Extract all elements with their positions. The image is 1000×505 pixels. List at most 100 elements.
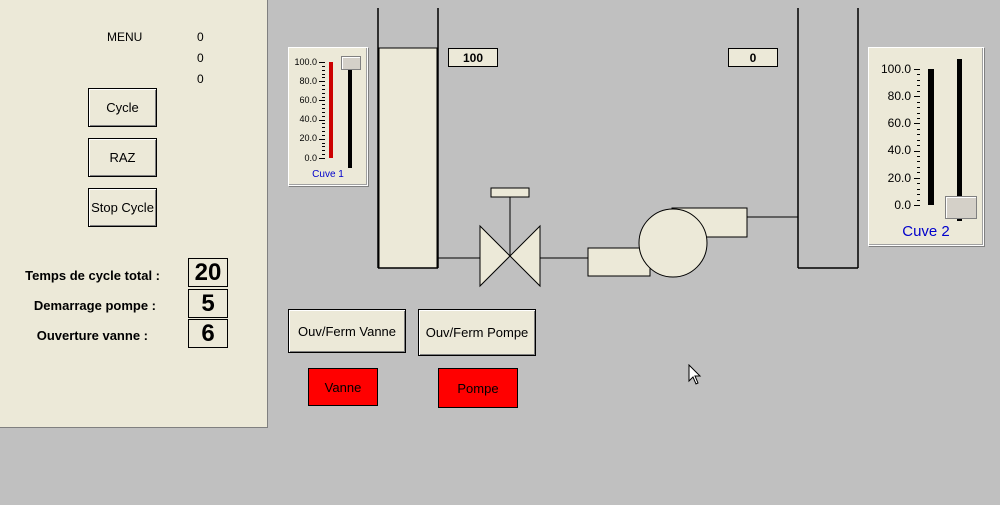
g1-tick-mark: [322, 77, 325, 79]
g2-tick-mark: [917, 112, 920, 114]
g2-tick-mark: [917, 74, 920, 76]
g1-tick-mark: [322, 150, 325, 152]
g1-tick-mark: [319, 158, 325, 159]
g1-tick-mark: [322, 131, 325, 133]
menu-title: MENU: [107, 30, 143, 44]
g1-tick-mark: [322, 85, 325, 87]
valve-toggle-button[interactable]: Ouv/Ferm Vanne: [288, 309, 406, 353]
cuve1-gauge-track: [329, 62, 333, 158]
g2-tick-mark: [917, 134, 920, 136]
g2-tick-mark: [917, 156, 920, 158]
g2-tick-label: 100.0: [880, 61, 911, 76]
valve-status-indicator: Vanne: [308, 368, 378, 406]
g1-tick-mark: [322, 123, 325, 125]
stop-cycle-button[interactable]: Stop Cycle: [88, 188, 157, 227]
g1-tick-mark: [322, 104, 325, 106]
g1-tick-mark: [322, 96, 325, 98]
g2-tick-mark: [917, 85, 920, 87]
cuve2-label: Cuve 2: [902, 223, 950, 240]
g2-tick-label: 80.0: [887, 89, 911, 103]
menu-counter-1: 0: [197, 30, 204, 44]
g1-tick-label: 60.0: [299, 95, 317, 105]
g1-tick-mark: [319, 138, 325, 140]
g2-tick-mark: [914, 123, 920, 125]
menu-counter-3: 0: [197, 72, 204, 86]
g1-tick-mark: [322, 142, 325, 144]
g2-tick-mark: [917, 166, 920, 168]
g1-tick-mark: [322, 65, 325, 67]
cuve1-label: Cuve 1: [312, 169, 344, 180]
g2-tick-mark: [914, 96, 920, 98]
cuve2-slider-track: [957, 59, 962, 221]
g2-tick-mark: [917, 188, 920, 190]
valve-open-label: Ouverture vanne :: [36, 328, 148, 343]
cuve2-gauge: 100.0 80.0 60.0 40.0 20.0 0.0 Cuve 2: [868, 47, 984, 246]
g1-tick-mark: [319, 100, 325, 102]
cuve1-slider-thumb[interactable]: [341, 56, 361, 70]
g2-tick-mark: [917, 172, 920, 174]
g1-tick-mark: [319, 119, 325, 121]
menu-counter-2: 0: [197, 51, 204, 65]
g2-tick-mark: [917, 90, 920, 92]
g2-tick-mark: [917, 161, 920, 163]
valve-open-value: 6: [188, 319, 228, 348]
g2-tick-mark: [917, 128, 920, 130]
g1-tick-label: 100.0: [294, 56, 317, 67]
mouse-cursor-icon: [688, 364, 702, 385]
cycle-time-label: Temps de cycle total :: [25, 268, 160, 283]
g2-tick-mark: [917, 101, 920, 103]
pump-start-label: Demarrage pompe :: [33, 298, 156, 313]
g2-tick-mark: [917, 79, 920, 81]
g2-tick-mark: [914, 69, 920, 70]
cuve1-slider-track: [348, 56, 352, 168]
g1-tick-mark: [322, 92, 325, 94]
g2-tick-mark: [917, 183, 920, 185]
g1-tick-mark: [322, 146, 325, 148]
g1-tick-mark: [322, 115, 325, 117]
g1-tick-mark: [322, 73, 325, 75]
g1-tick-label: 40.0: [299, 114, 317, 125]
g2-tick-mark: [917, 107, 920, 109]
pump-icon: [587, 207, 748, 278]
g2-tick-label: 0.0: [894, 197, 911, 212]
g1-tick-mark: [322, 108, 325, 110]
tank1-level-display: 100: [448, 48, 498, 67]
g1-tick-mark: [322, 154, 325, 156]
g2-tick-label: 60.0: [887, 116, 911, 131]
cuve1-level-bar: [329, 62, 333, 158]
g2-tick-mark: [914, 150, 920, 152]
g2-tick-mark: [917, 117, 920, 119]
cycle-button[interactable]: Cycle: [88, 88, 157, 127]
g1-tick-label: 80.0: [299, 75, 317, 86]
menu-panel: MENU 0 0 0 Cycle RAZ Stop Cycle Temps de…: [0, 0, 268, 428]
g1-tick-mark: [322, 69, 325, 71]
g1-tick-mark: [319, 81, 325, 83]
g2-tick-mark: [914, 205, 920, 206]
g2-tick-mark: [917, 145, 920, 147]
tank1-liquid: [378, 47, 438, 269]
g1-tick-mark: [322, 111, 325, 113]
g1-tick-mark: [322, 134, 325, 136]
g1-tick-label: 0.0: [304, 152, 317, 163]
valve-icon: [479, 187, 541, 288]
g2-tick-mark: [917, 194, 920, 196]
cuve2-gauge-track: [928, 69, 934, 205]
g2-tick-mark: [917, 199, 920, 201]
cuve2-slider-thumb[interactable]: [945, 196, 977, 219]
g2-tick-mark: [914, 177, 920, 179]
pump-status-indicator: Pompe: [438, 368, 518, 408]
g2-tick-label: 40.0: [887, 143, 911, 158]
g1-tick-mark: [322, 127, 325, 129]
cycle-time-value: 20: [188, 258, 228, 287]
g2-tick-label: 20.0: [887, 170, 911, 185]
tank2-level-display: 0: [728, 48, 778, 67]
cuve1-gauge: 100.0 80.0 60.0 40.0 20.0 0.0 Cuve 1: [288, 47, 368, 186]
g2-tick-mark: [917, 139, 920, 141]
pump-start-value: 5: [188, 289, 228, 318]
pump-toggle-button[interactable]: Ouv/Ferm Pompe: [418, 309, 536, 356]
raz-button[interactable]: RAZ: [88, 138, 157, 177]
g1-tick-label: 20.0: [299, 133, 317, 144]
g1-tick-mark: [319, 62, 325, 63]
g1-tick-mark: [322, 88, 325, 90]
